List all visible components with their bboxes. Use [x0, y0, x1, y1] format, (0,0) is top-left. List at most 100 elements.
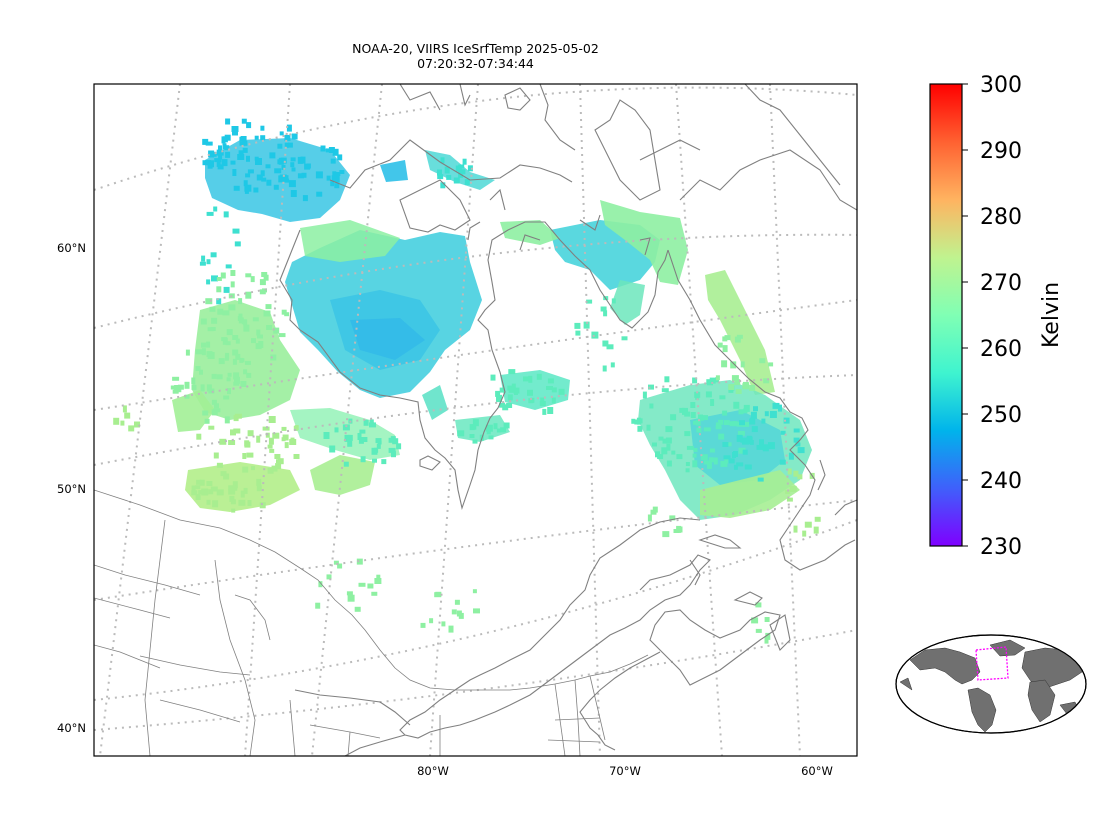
swath-pixel [804, 521, 812, 528]
swath-pixel [661, 388, 669, 393]
swath-pixel [216, 277, 222, 281]
swath-pixel [232, 349, 239, 356]
swath-pixel [785, 489, 791, 494]
swath-pixel [695, 419, 701, 426]
swath-pixel [458, 612, 464, 619]
swath-pixel [342, 424, 350, 431]
swath-pixel [228, 304, 236, 311]
swath-pixel [657, 454, 664, 459]
swath-pixel [690, 412, 696, 418]
swath-pixel [284, 134, 291, 141]
swath-pixel [737, 430, 745, 436]
swath-pixel [172, 376, 180, 381]
swath-pixel [228, 485, 236, 491]
swath-pixel [330, 181, 335, 187]
swath-pixel [290, 437, 295, 445]
swath-pixel [435, 591, 442, 597]
swath-pixel [669, 515, 676, 521]
swath-pixel [223, 286, 230, 293]
swath-pixel [259, 279, 266, 286]
swath-pixel [273, 327, 280, 334]
swath-pixel [756, 444, 764, 450]
swath-pixel [797, 447, 805, 454]
swath-pixel [202, 138, 209, 145]
swath-pixel [347, 594, 355, 602]
swath-pixel [693, 447, 698, 452]
swath-pixel [692, 460, 698, 468]
swath-pixel [337, 563, 343, 569]
swath-pixel [661, 447, 668, 455]
swath-pixel [454, 599, 460, 605]
swath-pixel [232, 485, 238, 491]
swath-pixel [734, 379, 741, 386]
swath-pixel [211, 373, 217, 379]
lon-label-60w: 60°W [801, 764, 833, 778]
swath-pixel [261, 177, 267, 182]
swath-pixel [547, 378, 554, 384]
swath-pixel [684, 431, 691, 437]
swath-pixel [120, 420, 125, 426]
swath-pixel [326, 574, 332, 580]
swath-pixel [246, 155, 250, 162]
swath-pixel [337, 154, 343, 161]
swath-pixel [291, 167, 296, 172]
swath-pixel [344, 434, 351, 442]
swath-pixel [208, 489, 214, 495]
swath-pixel [274, 168, 282, 174]
swath-pixel [506, 403, 513, 408]
title-line-1: NOAA-20, VIIRS IceSrfTemp 2025-05-02 [352, 41, 599, 56]
swath-pixel [230, 270, 236, 276]
swath-pixel [256, 478, 262, 486]
swath-pixel [218, 153, 223, 160]
swath-pixel [234, 376, 240, 384]
swath-pixel [297, 173, 304, 179]
swath-pixel [243, 324, 250, 332]
swath-pixel [185, 349, 190, 356]
swath-pixel [772, 402, 780, 409]
coastlines [279, 84, 857, 756]
swath-pixel [749, 439, 754, 445]
swath-pixel [278, 157, 284, 165]
swath-pixel [694, 391, 701, 398]
swath-pixel [793, 437, 800, 443]
swath-pixel [671, 450, 676, 455]
colorbar: 300 290 280 270 260 250 240 230 Kelvin [929, 73, 1064, 560]
swath-pixel [334, 172, 341, 176]
swath-pixel [591, 331, 599, 339]
swath-pixel [304, 163, 311, 170]
swath-pixel [730, 361, 737, 369]
swath-pixel [273, 184, 279, 190]
swath-pixel [685, 468, 690, 473]
swath-pixel [211, 409, 218, 416]
swath-pixel [682, 407, 688, 415]
swath-pixel [685, 462, 690, 466]
swath-pixel [196, 433, 202, 440]
swath-pixel [733, 464, 738, 470]
swath-pixel [455, 165, 462, 172]
swath-pixel [536, 373, 542, 380]
swath-pixel [242, 466, 249, 473]
swath-pixel [662, 438, 668, 444]
swath-pixel [302, 195, 308, 202]
swath-pixel [279, 131, 284, 136]
swath-pixel [213, 206, 218, 212]
swath-pixel [606, 344, 614, 350]
swath-pixel [761, 418, 766, 424]
swath-pixel [240, 490, 245, 498]
swath-pixel [208, 425, 215, 430]
lat-label-60: 60°N [57, 241, 86, 255]
swath-pixel [499, 402, 506, 408]
swath-pixel [244, 360, 251, 365]
swath-pixel [216, 489, 224, 496]
swath-pixel [243, 369, 248, 375]
swath-pixel [339, 170, 345, 174]
swath-pixel [540, 397, 545, 404]
swath-pixel [206, 384, 212, 392]
swath-pixel [211, 317, 218, 324]
swath-pixel [232, 481, 238, 489]
map-frame [93, 83, 858, 757]
swath-pixel [329, 445, 336, 453]
swath-pixel [177, 384, 184, 390]
swath-pixel [191, 377, 196, 385]
